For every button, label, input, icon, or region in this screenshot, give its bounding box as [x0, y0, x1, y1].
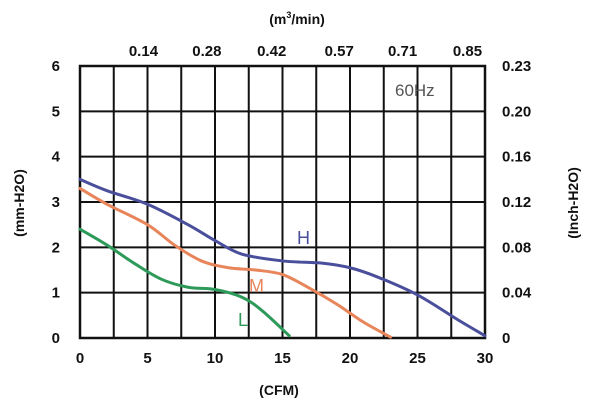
y2-tick-label-0: 0: [502, 330, 510, 347]
x-tick-label-3: 15: [274, 350, 291, 367]
x-tick-label-0: 0: [76, 350, 84, 367]
x2-tick-label-3: 0.57: [325, 43, 354, 60]
y2-tick-label-2: 0.08: [502, 239, 531, 256]
y-tick-label-6: 6: [52, 58, 60, 75]
x2-tick-label-5: 0.85: [453, 43, 482, 60]
series-line-l: [78, 227, 291, 338]
x2-tick-label-4: 0.71: [388, 43, 417, 60]
y-tick-label-5: 5: [52, 103, 60, 120]
curves: [78, 177, 487, 339]
y-tick-label-3: 3: [52, 194, 60, 211]
x-tick-label-1: 5: [143, 350, 151, 367]
ticks: 0 5 10 15 20 25 30 0 1 2 3 4 5 6 0.14 0.28 0.42 0.57 0.71 0…: [52, 43, 532, 367]
y2-tick-label-4: 0.16: [502, 149, 531, 166]
y2-tick-label-3: 0.12: [502, 194, 531, 211]
y-tick-label-1: 1: [52, 285, 60, 302]
x-tick-label-4: 20: [342, 350, 359, 367]
series-line-m: [78, 186, 392, 339]
y2-axis-title: (Inch-H2O): [565, 167, 581, 239]
y2-tick-label-1: 0.04: [502, 285, 532, 302]
series-label-l: L: [238, 310, 248, 330]
y-tick-label-2: 2: [52, 239, 60, 256]
series-label-m: M: [249, 276, 264, 296]
series-line-h: [78, 177, 487, 338]
top-axis-title: (m3/min): [269, 10, 325, 27]
x-tick-label-5: 25: [409, 350, 426, 367]
grid: [78, 64, 487, 340]
y-tick-label-0: 0: [52, 330, 60, 347]
x-tick-label-6: 30: [477, 350, 494, 367]
x2-tick-label-1: 0.28: [192, 43, 221, 60]
x2-tick-label-2: 0.42: [257, 43, 286, 60]
x-axis-title: (CFM): [259, 382, 299, 398]
plot-frame: [78, 64, 487, 340]
y-axis-title: (mm-H2O): [11, 169, 27, 237]
x-tick-label-2: 10: [207, 350, 224, 367]
y2-tick-label-5: 0.20: [502, 103, 531, 120]
series-label-h: H: [297, 228, 310, 248]
y2-tick-label-6: 0.23: [502, 58, 531, 75]
frequency-annotation: 60Hz: [395, 81, 435, 100]
y-tick-label-4: 4: [52, 149, 61, 166]
x2-tick-label-0: 0.14: [129, 43, 159, 60]
